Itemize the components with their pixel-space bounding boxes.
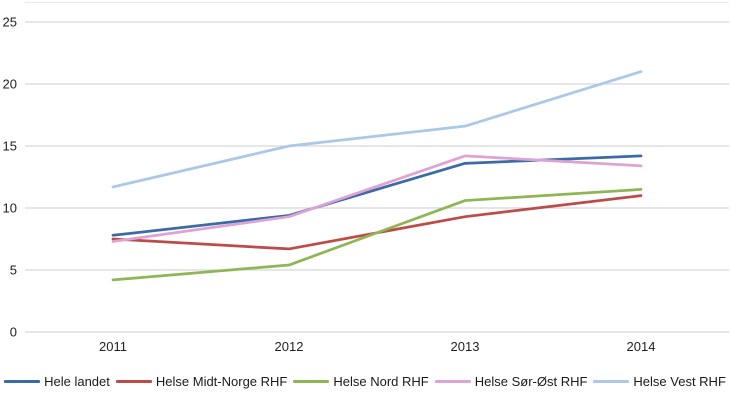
legend-swatch-icon (4, 380, 41, 383)
legend-item-helse-nord-rhf: Helse Nord RHF (293, 374, 429, 389)
legend-swatch-icon (434, 380, 471, 383)
y-tick-label: 15 (3, 139, 17, 154)
x-tick-label: 2013 (451, 339, 480, 354)
y-tick-label: 5 (10, 263, 17, 278)
legend-item-label: Hele landet (44, 374, 110, 389)
legend-item-hele-landet: Hele landet (4, 374, 110, 389)
y-tick-label: 20 (3, 77, 17, 92)
legend-swatch-icon (593, 380, 630, 383)
y-tick-label: 10 (3, 201, 17, 216)
series-line-helse-nord-rhf (111, 188, 643, 282)
x-tick-label: 2014 (627, 339, 656, 354)
legend-item-label: Helse Sør-Øst RHF (474, 374, 588, 389)
legend-item-helse-s-r-st-rhf: Helse Sør-Øst RHF (434, 374, 588, 389)
legend-swatch-icon (115, 380, 152, 383)
chart-svg: 0 5 10 15 20 25 2011 2012 2013 2014 (3, 2, 729, 354)
y-tick-label: 25 (3, 15, 17, 30)
legend-item-label: Helse Nord RHF (333, 374, 429, 389)
legend-item-label: Helse Midt-Norge RHF (155, 374, 288, 389)
x-tick-label: 2012 (275, 339, 304, 354)
series-line-helse-midt-norge-rhf (111, 194, 643, 251)
series-line-helse-s-r-st-rhf (111, 154, 643, 243)
legend-item-label: Helse Vest RHF (633, 374, 726, 389)
chart-legend: Hele landet Helse Midt-Norge RHF Helse Nor… (0, 374, 730, 389)
x-tick-label: 2011 (99, 339, 127, 354)
legend-item-helse-vest-rhf: Helse Vest RHF (593, 374, 726, 389)
legend-swatch-icon (293, 380, 330, 383)
y-tick-label: 0 (10, 325, 17, 340)
series-line-helse-vest-rhf (111, 70, 643, 189)
legend-item-helse-midt-norge-rhf: Helse Midt-Norge RHF (115, 374, 288, 389)
